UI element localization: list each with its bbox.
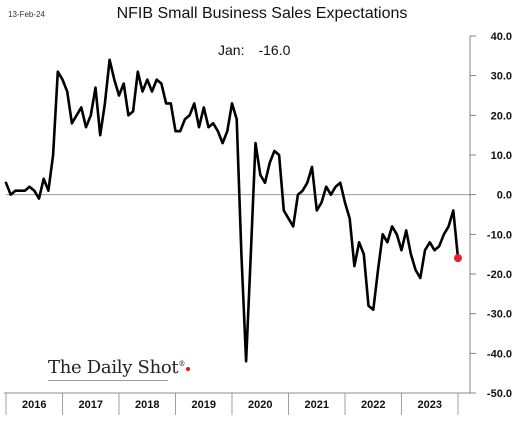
x-year-label: 2022 (361, 399, 385, 411)
brand-name: The Daily Shot (48, 357, 179, 378)
date-stamp: 13-Feb-24 (8, 10, 45, 19)
y-tick-label: -10.0 (487, 229, 512, 241)
x-year-label: 2019 (192, 399, 216, 411)
y-tick-label: -50.0 (487, 388, 512, 400)
y-tick-label: 30.0 (491, 71, 512, 83)
x-year-label: 2018 (135, 399, 159, 411)
x-year-label: 2021 (305, 399, 329, 411)
registered-mark-icon: ® (178, 360, 186, 368)
x-year-label: 2020 (248, 399, 272, 411)
y-tick-label: 20.0 (491, 110, 512, 122)
brand-logo: The Daily Shot® (48, 357, 191, 378)
last-point-marker (454, 254, 462, 263)
y-tick-label: -30.0 (487, 309, 512, 321)
y-tick-label: 0.0 (497, 190, 512, 202)
x-year-label: 2017 (79, 399, 103, 411)
series-line (4, 58, 460, 363)
annotation-value: -16.0 (258, 42, 291, 58)
y-tick-label: 40.0 (491, 31, 512, 43)
chart-title: NFIB Small Business Sales Expectations (116, 5, 408, 22)
annotation-month: Jan: (218, 42, 245, 58)
brand-underline (48, 380, 168, 381)
x-year-label: 2023 (418, 399, 442, 411)
brand-dot-icon (186, 367, 191, 371)
x-year-label: 2016 (22, 399, 46, 411)
latest-value-annotation: Jan: -16.0 (218, 42, 290, 58)
y-tick-label: 10.0 (491, 150, 512, 162)
y-tick-label: -40.0 (487, 348, 512, 360)
y-tick-label: -20.0 (487, 269, 512, 281)
